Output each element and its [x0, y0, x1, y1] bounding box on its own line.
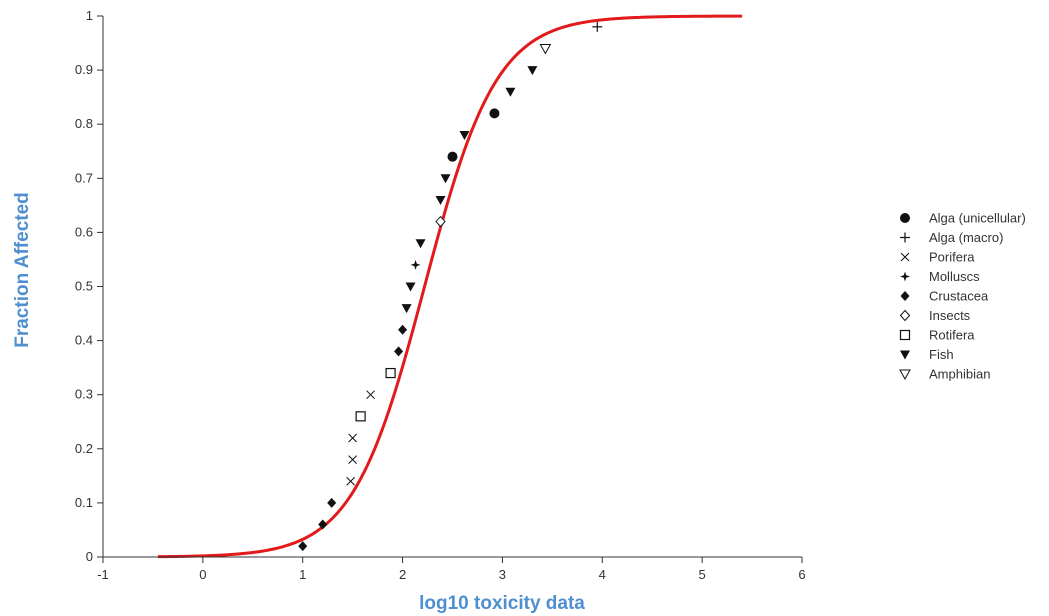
- x-tick-label: 5: [699, 567, 706, 582]
- x-stroke-b: [348, 433, 357, 443]
- y-tick-label: 0.9: [75, 62, 93, 77]
- y-tick-label: 1: [86, 8, 93, 23]
- x-stroke-b: [348, 455, 357, 464]
- data-point: [318, 519, 328, 530]
- legend-marker: [900, 271, 910, 282]
- y-tick-label: 0.2: [75, 441, 93, 456]
- data-point: [505, 87, 516, 97]
- legend-marker: [899, 329, 911, 341]
- data-point: [435, 215, 446, 228]
- data-point: [385, 367, 396, 379]
- legend-label: Alga (unicellular): [929, 211, 1026, 226]
- y-tick-label: 0.5: [75, 279, 93, 294]
- data-point: [489, 108, 500, 119]
- star-h: [410, 263, 421, 267]
- legend-marker: [899, 369, 911, 381]
- x-tick-label: 4: [599, 567, 606, 582]
- data-point: [440, 174, 451, 184]
- legend-marker: [900, 350, 910, 360]
- legend: Alga (unicellular) Alga (macro) Porifera Mo…: [899, 211, 1026, 382]
- data-point: [459, 131, 470, 141]
- data-point: [327, 497, 337, 508]
- y-tick-label: 0.8: [75, 116, 93, 131]
- legend-marker: [900, 291, 910, 301]
- data-point: [447, 151, 458, 162]
- legend-label: Molluscs: [929, 269, 980, 284]
- legend-marker: [900, 213, 910, 223]
- data-point: [527, 66, 538, 76]
- plot-area: [157, 14, 743, 559]
- x-stroke-b: [900, 252, 910, 262]
- data-point: [415, 239, 426, 249]
- y-tick-label: 0: [86, 549, 93, 564]
- x-stroke-b: [366, 390, 375, 400]
- data-point: [348, 433, 357, 443]
- y-axis-title: Fraction Affected: [12, 192, 33, 348]
- y-tick-label: 0.1: [75, 495, 93, 510]
- x-tick-label: 1: [299, 567, 306, 582]
- data-point: [366, 390, 375, 400]
- y-tick-label: 0.6: [75, 224, 93, 239]
- legend-label: Porifera: [929, 250, 975, 265]
- x-tick-label: 0: [199, 567, 206, 582]
- legend-marker: [899, 309, 911, 322]
- data-point: [410, 259, 421, 270]
- legend-label: Fish: [929, 347, 954, 362]
- legend-label: Amphibian: [929, 367, 990, 382]
- data-point: [398, 324, 408, 335]
- x-stroke-b: [346, 476, 355, 486]
- fit-curve: [157, 14, 743, 559]
- star-h: [900, 274, 910, 279]
- data-point: [435, 195, 446, 205]
- x-axis-title: log10 toxicity data: [419, 593, 585, 614]
- data-point: [355, 411, 366, 422]
- legend-label: Crustacea: [929, 289, 989, 304]
- data-point: [348, 455, 357, 464]
- data-points: [298, 21, 603, 552]
- x-tick-label: 3: [499, 567, 506, 582]
- x-tick-label: 6: [798, 567, 805, 582]
- data-point: [394, 346, 404, 357]
- data-point: [346, 476, 355, 486]
- legend-label: Insects: [929, 308, 971, 323]
- y-tick-label: 0.7: [75, 170, 93, 185]
- legend-label: Rotifera: [929, 328, 975, 343]
- legend-marker: [900, 232, 910, 243]
- y-tick-label: 0.3: [75, 387, 93, 402]
- x-tick-label: -1: [97, 567, 109, 582]
- data-point: [298, 541, 308, 552]
- data-point: [405, 282, 416, 292]
- ticks: -1 0 1 2 3 4 5 6 0 0.1 0.2 0.3 0.4 0.5 0.6 0.7 0.8 0.9 1: [75, 8, 806, 582]
- legend-label: Alga (macro): [929, 230, 1003, 245]
- y-tick-label: 0.4: [75, 333, 93, 348]
- data-point: [592, 21, 603, 32]
- data-point: [401, 304, 412, 314]
- x-tick-label: 2: [399, 567, 406, 582]
- data-point: [539, 43, 552, 55]
- legend-marker: [900, 252, 910, 262]
- axes: [102, 16, 802, 558]
